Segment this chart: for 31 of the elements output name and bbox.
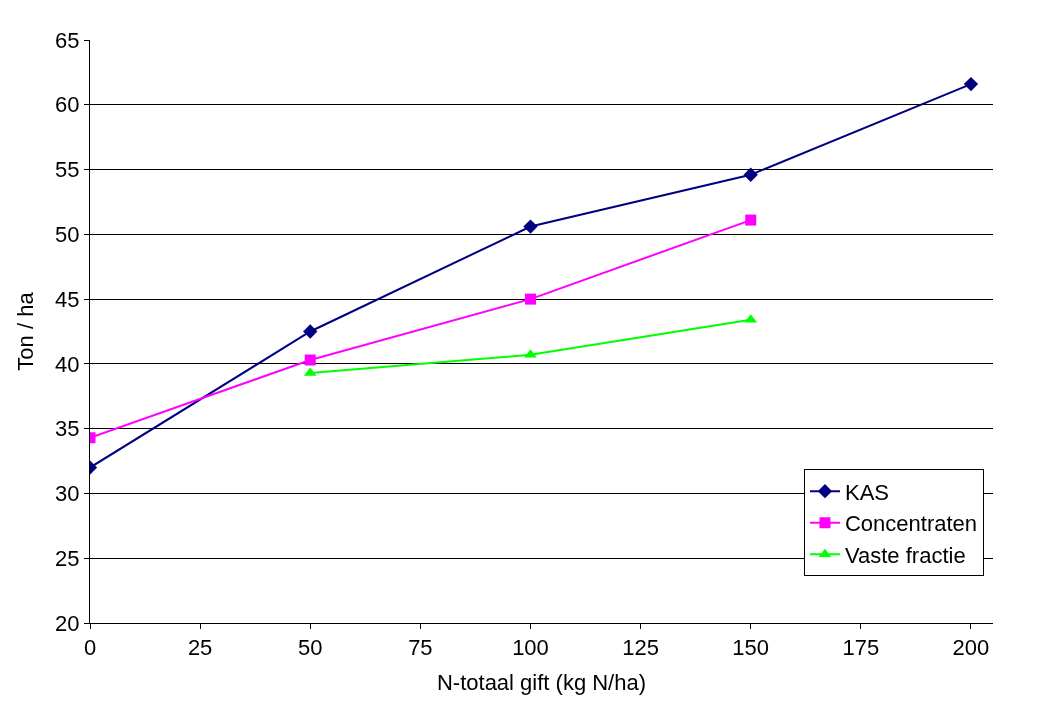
x-tick-label: 25 bbox=[187, 635, 213, 661]
point bbox=[304, 354, 316, 366]
point bbox=[524, 293, 536, 305]
x-tick-label: 75 bbox=[408, 635, 433, 661]
x-tick-label: 50 bbox=[298, 635, 323, 661]
x-tick-label: 125 bbox=[622, 635, 659, 661]
x-tick-label: 100 bbox=[512, 635, 549, 661]
x-tick-label: 175 bbox=[842, 635, 880, 661]
y-tick-label: 40 bbox=[55, 351, 80, 377]
y-tick-label: 45 bbox=[55, 286, 80, 312]
x-axis-title: N-totaal gift (kg N/ha) bbox=[436, 670, 647, 696]
y-tick-label: 35 bbox=[55, 416, 80, 442]
legend-label: KAS bbox=[844, 479, 889, 505]
point bbox=[303, 324, 318, 339]
point bbox=[743, 167, 758, 182]
x-tick-label: 150 bbox=[732, 635, 770, 661]
y-tick-label: 65 bbox=[55, 27, 80, 53]
legend-label: Concentraten bbox=[844, 511, 978, 537]
x-tick-label: 200 bbox=[952, 635, 990, 661]
legend-label: Vaste fractie bbox=[844, 542, 966, 568]
y-tick-label: 20 bbox=[55, 610, 80, 636]
point bbox=[745, 214, 757, 226]
point bbox=[523, 219, 538, 234]
y-tick-label: 55 bbox=[55, 157, 80, 183]
y-axis-title: Ton / ha bbox=[12, 291, 38, 371]
y-tick-label: 30 bbox=[55, 481, 80, 507]
point bbox=[963, 76, 979, 92]
y-tick-label: 25 bbox=[55, 545, 80, 571]
y-tick-label: 50 bbox=[55, 222, 80, 248]
y-tick-label: 60 bbox=[55, 92, 80, 118]
x-tick-label: 0 bbox=[83, 635, 97, 661]
